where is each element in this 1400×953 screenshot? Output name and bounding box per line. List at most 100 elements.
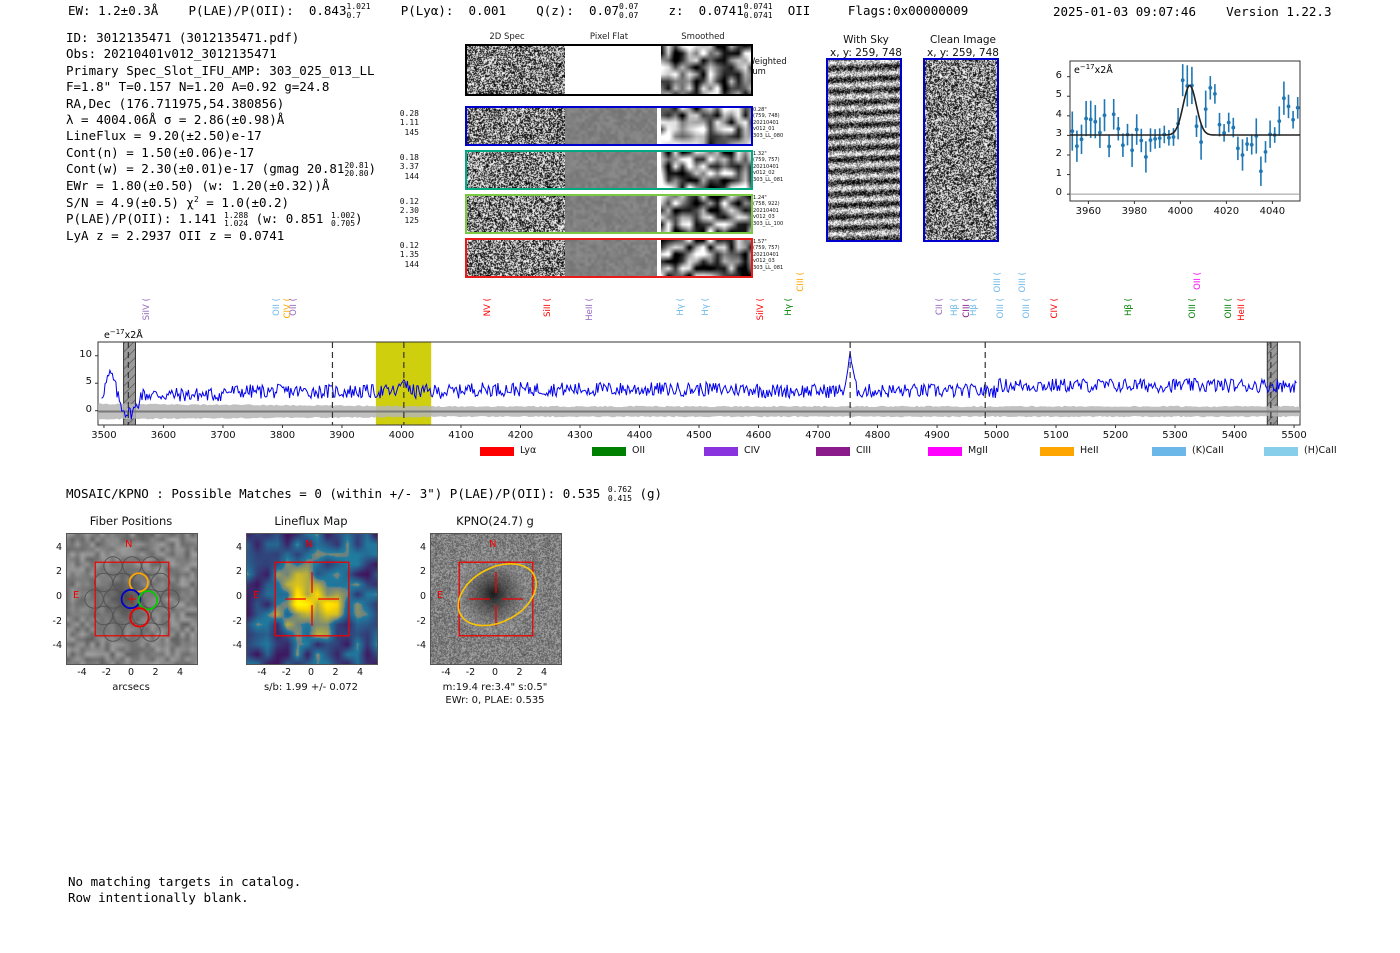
cutout-stat-value: 144 bbox=[404, 259, 419, 269]
cutout-meta-line: 303_LL_081 bbox=[753, 176, 784, 183]
lineflux-map-compass-e: E bbox=[253, 590, 260, 601]
emission-line-label: OII ( bbox=[289, 298, 300, 316]
kpno-image-xtick: 0 bbox=[491, 667, 499, 678]
legend-swatch bbox=[704, 447, 738, 456]
cutout-left-stats: 0.18 3.37 144 bbox=[383, 153, 419, 181]
emission-line-label: Hγ ( bbox=[701, 298, 712, 316]
panel-pixel-flat bbox=[565, 46, 657, 94]
panel-2d-spec bbox=[467, 152, 565, 188]
spectrum-ytick: 5 bbox=[85, 376, 92, 388]
emission-line-label: CIII ( bbox=[796, 272, 807, 292]
cutout-meta-line: 0.28" bbox=[753, 107, 767, 113]
zoomplot-ytick: 1 bbox=[1055, 167, 1062, 179]
spectrum-xtick: 3600 bbox=[150, 430, 177, 441]
spectrum-xtick: 3500 bbox=[91, 430, 117, 441]
mosaic-plae-lo: 0.415 bbox=[607, 493, 632, 503]
kpno-image-xtick: -2 bbox=[465, 667, 476, 678]
kpno-image-title: KPNO(24.7) g bbox=[456, 514, 534, 528]
spec-cutout-row bbox=[465, 238, 753, 278]
cutout-left-stats: 0.12 1.35 144 bbox=[383, 241, 419, 269]
info-lambda: λ = 4004.06Å σ = 2.86(±0.98)Å bbox=[66, 112, 285, 128]
cutout-stat-value: 145 bbox=[404, 127, 419, 137]
footer-note: No matching targets in catalog. Row inte… bbox=[68, 874, 301, 907]
info-id: ID: 3012135471 (3012135471.pdf) bbox=[66, 30, 300, 45]
spectrum-xtick: 4300 bbox=[567, 430, 593, 441]
spectrum-xtick: 5100 bbox=[1043, 430, 1069, 441]
zoomplot-xtick: 4000 bbox=[1167, 206, 1194, 217]
info-cont-w-lo: 20.80 bbox=[344, 169, 369, 179]
panel-separator bbox=[657, 240, 661, 276]
info-radec: RA,Dec (176.711975,54.380856) bbox=[66, 95, 285, 111]
legend-label: (H)CaII bbox=[1304, 445, 1337, 456]
lineflux-map-xtick: -4 bbox=[257, 667, 267, 678]
cutout-stat-value: 125 bbox=[404, 215, 419, 225]
lineflux-map-ytick: 2 bbox=[235, 566, 242, 578]
spectrum-xtick: 4400 bbox=[626, 430, 653, 441]
lineflux-map-ytick: -2 bbox=[232, 615, 242, 627]
emission-line-label: Hβ ( bbox=[949, 298, 960, 317]
panel-2d-spec bbox=[467, 196, 565, 232]
spectrum-xtick: 5500 bbox=[1281, 430, 1307, 441]
spectrum-xtick: 4900 bbox=[924, 430, 950, 441]
lineflux-map-ytick: -4 bbox=[232, 640, 242, 652]
legend-swatch bbox=[816, 447, 850, 456]
legend-label: (K)CaII bbox=[1192, 445, 1224, 456]
fiber-positions-plot bbox=[66, 533, 198, 665]
clean-image-subtitle: x, y: 259, 748 bbox=[927, 47, 999, 59]
fiber-positions-compass-n: N bbox=[125, 539, 133, 550]
emission-line-label: OIII ( bbox=[1017, 272, 1028, 293]
legend-swatch bbox=[1264, 447, 1298, 456]
fiber-positions-ytick: -2 bbox=[52, 615, 62, 627]
header-summary-line: EW: 1.2±0.3Å P(LAE)/P(OII): 0.843 1.021 0.… bbox=[68, 3, 968, 20]
cutout-meta-line: v012_03 bbox=[753, 214, 775, 221]
fiber-positions-ytick: 2 bbox=[55, 566, 62, 578]
cutout-left-stats: 0.28 1.11 145 bbox=[383, 109, 419, 137]
header-z-label: z: bbox=[668, 3, 684, 18]
emission-line-label: SiIV ( bbox=[756, 298, 767, 321]
emission-line-label: Hγ ( bbox=[784, 298, 795, 316]
emission-line-label: OIII ( bbox=[1187, 298, 1198, 319]
zoomplot-flux-annotation: e−17x2Å bbox=[1074, 63, 1113, 77]
spectrum-xtick: 4100 bbox=[448, 430, 474, 441]
panel-smoothed bbox=[661, 240, 751, 276]
legend-swatch bbox=[928, 447, 962, 456]
detection-info-block: ID: 3012135471 (3012135471.pdf) Obs: 202… bbox=[66, 30, 376, 245]
spectrum-xtick: 5200 bbox=[1102, 430, 1129, 441]
cutout-col-title-2dspec: 2D Spec bbox=[489, 32, 525, 42]
info-snr: S/N = 4.9(±0.5) χ2 = 1.0(±0.2) bbox=[66, 195, 376, 211]
legend-label: CIV bbox=[744, 445, 760, 456]
lineflux-map-xtick: 2 bbox=[332, 667, 339, 678]
fiber-positions-ytick: -4 bbox=[52, 640, 62, 652]
zoomplot-ytick: 5 bbox=[1055, 89, 1062, 101]
info-seeing: F=1.8" T=0.157 N=1.20 A=0.92 g=24.8 bbox=[66, 79, 330, 95]
cutout-right-meta: 0.28" (759, 748) 20210401 v012_01 303_LL_080 bbox=[753, 107, 783, 139]
cutout-meta-line: 303_LL_080 bbox=[753, 132, 784, 139]
zoomplot-xtick: 3980 bbox=[1121, 206, 1148, 217]
cutout-stat-value: 0.28 bbox=[399, 109, 419, 118]
header-plae-value: 0.843 bbox=[308, 3, 347, 18]
spec-cutout-row bbox=[465, 194, 753, 234]
cutout-meta-line: (759, 757) bbox=[753, 245, 780, 252]
emission-line-label: OIII ( bbox=[996, 298, 1007, 319]
panel-pixel-flat bbox=[565, 196, 657, 232]
emission-line-label: CIV ( bbox=[1049, 298, 1060, 319]
full-spectrum-plot bbox=[66, 282, 1306, 447]
cutout-meta-line: v012_01 bbox=[753, 126, 775, 133]
info-plae-w-hi: 1.002 bbox=[330, 210, 356, 220]
legend-swatch bbox=[592, 447, 626, 456]
zoomplot-xtick: 3960 bbox=[1075, 206, 1102, 217]
cutout-meta-line: 303_LL_081 bbox=[753, 264, 784, 271]
cutout-stat-value: 1.35 bbox=[399, 250, 419, 260]
kpno-image-ytick: -2 bbox=[416, 615, 426, 627]
panel-separator bbox=[657, 108, 661, 144]
spectrum-xtick: 3900 bbox=[329, 430, 355, 441]
fiber-positions-xtick: 2 bbox=[152, 667, 159, 678]
info-obs: Obs: 20210401v012_3012135471 bbox=[66, 46, 277, 62]
zoomplot-xtick: 4020 bbox=[1213, 206, 1240, 217]
cutout-meta-line: 1.32" bbox=[753, 151, 767, 157]
spec-cutout-row bbox=[465, 44, 753, 96]
kpno-image-caption: m:19.4 re:3.4" s:0.5" bbox=[442, 682, 548, 693]
footer-line-2: Row intentionally blank. bbox=[68, 890, 249, 906]
spectrum-xtick: 5300 bbox=[1162, 430, 1188, 441]
cutout-meta-line: 1.57" bbox=[753, 239, 767, 245]
